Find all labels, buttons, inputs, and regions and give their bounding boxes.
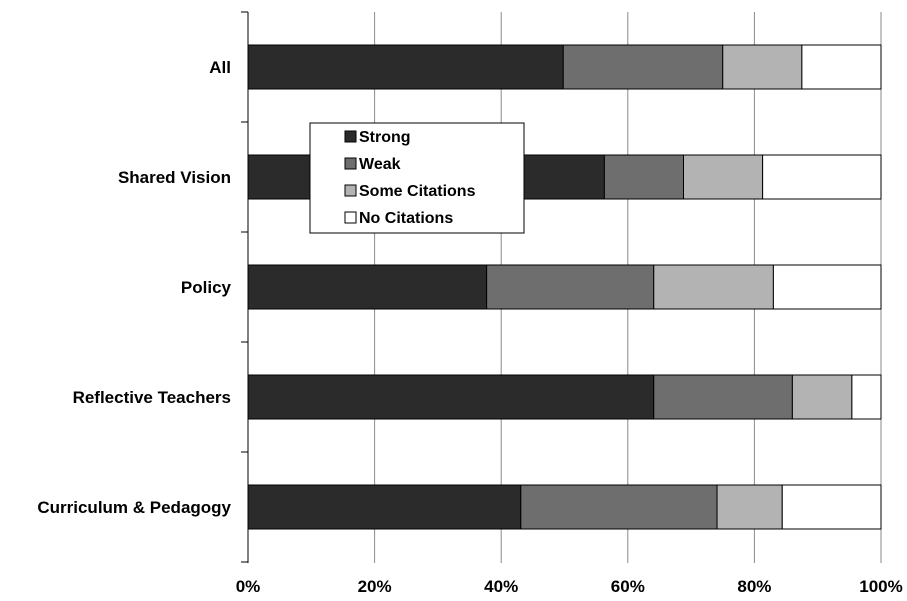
category-labels: All Shared Vision Policy Reflective Teacher… — [37, 58, 231, 517]
legend: Strong Weak Some Citations No Citations — [309, 122, 525, 234]
bar-segment-weak — [603, 154, 685, 200]
bars — [247, 44, 882, 530]
legend-label: No Citations — [359, 210, 453, 227]
x-tick-label: 20% — [358, 577, 392, 596]
category-label: Policy — [181, 278, 232, 297]
bar-segment-some-citations — [653, 264, 774, 310]
bar-segment-weak — [653, 374, 793, 420]
x-tick-label: 100% — [859, 577, 902, 596]
bar-segment-no-citations — [851, 374, 882, 420]
bar-segment-strong — [247, 264, 488, 310]
bar-segment-no-citations — [801, 44, 882, 90]
bar-segment-strong — [247, 44, 564, 90]
legend-label: Strong — [359, 129, 411, 146]
x-tick-labels: 0% 20% 40% 60% 80% 100% — [236, 577, 903, 596]
legend-swatch — [344, 184, 357, 197]
category-label: Curriculum & Pedagogy — [37, 498, 231, 517]
category-label: All — [209, 58, 231, 77]
bar-segment-some-citations — [722, 44, 803, 90]
bar-segment-weak — [562, 44, 724, 90]
bar-segment-some-citations — [791, 374, 853, 420]
x-tick-label: 40% — [484, 577, 518, 596]
axes — [241, 11, 249, 563]
bar-segment-strong — [247, 484, 522, 530]
category-label: Shared Vision — [118, 168, 231, 187]
bar-segment-some-citations — [683, 154, 764, 200]
category-label: Reflective Teachers — [73, 388, 231, 407]
legend-swatch — [344, 130, 357, 143]
legend-label: Some Citations — [359, 183, 476, 200]
bar-segment-some-citations — [716, 484, 783, 530]
x-tick-label: 60% — [611, 577, 645, 596]
legend-label: Weak — [359, 156, 401, 173]
bar-segment-weak — [486, 264, 655, 310]
x-tick-label: 80% — [737, 577, 771, 596]
bar-segment-no-citations — [781, 484, 882, 530]
bar-segment-no-citations — [762, 154, 882, 200]
bar-segment-strong — [247, 374, 655, 420]
legend-swatch — [344, 157, 357, 170]
legend-swatch — [344, 211, 357, 224]
x-tick-label: 0% — [236, 577, 261, 596]
bar-segment-no-citations — [772, 264, 882, 310]
bar-segment-weak — [520, 484, 718, 530]
